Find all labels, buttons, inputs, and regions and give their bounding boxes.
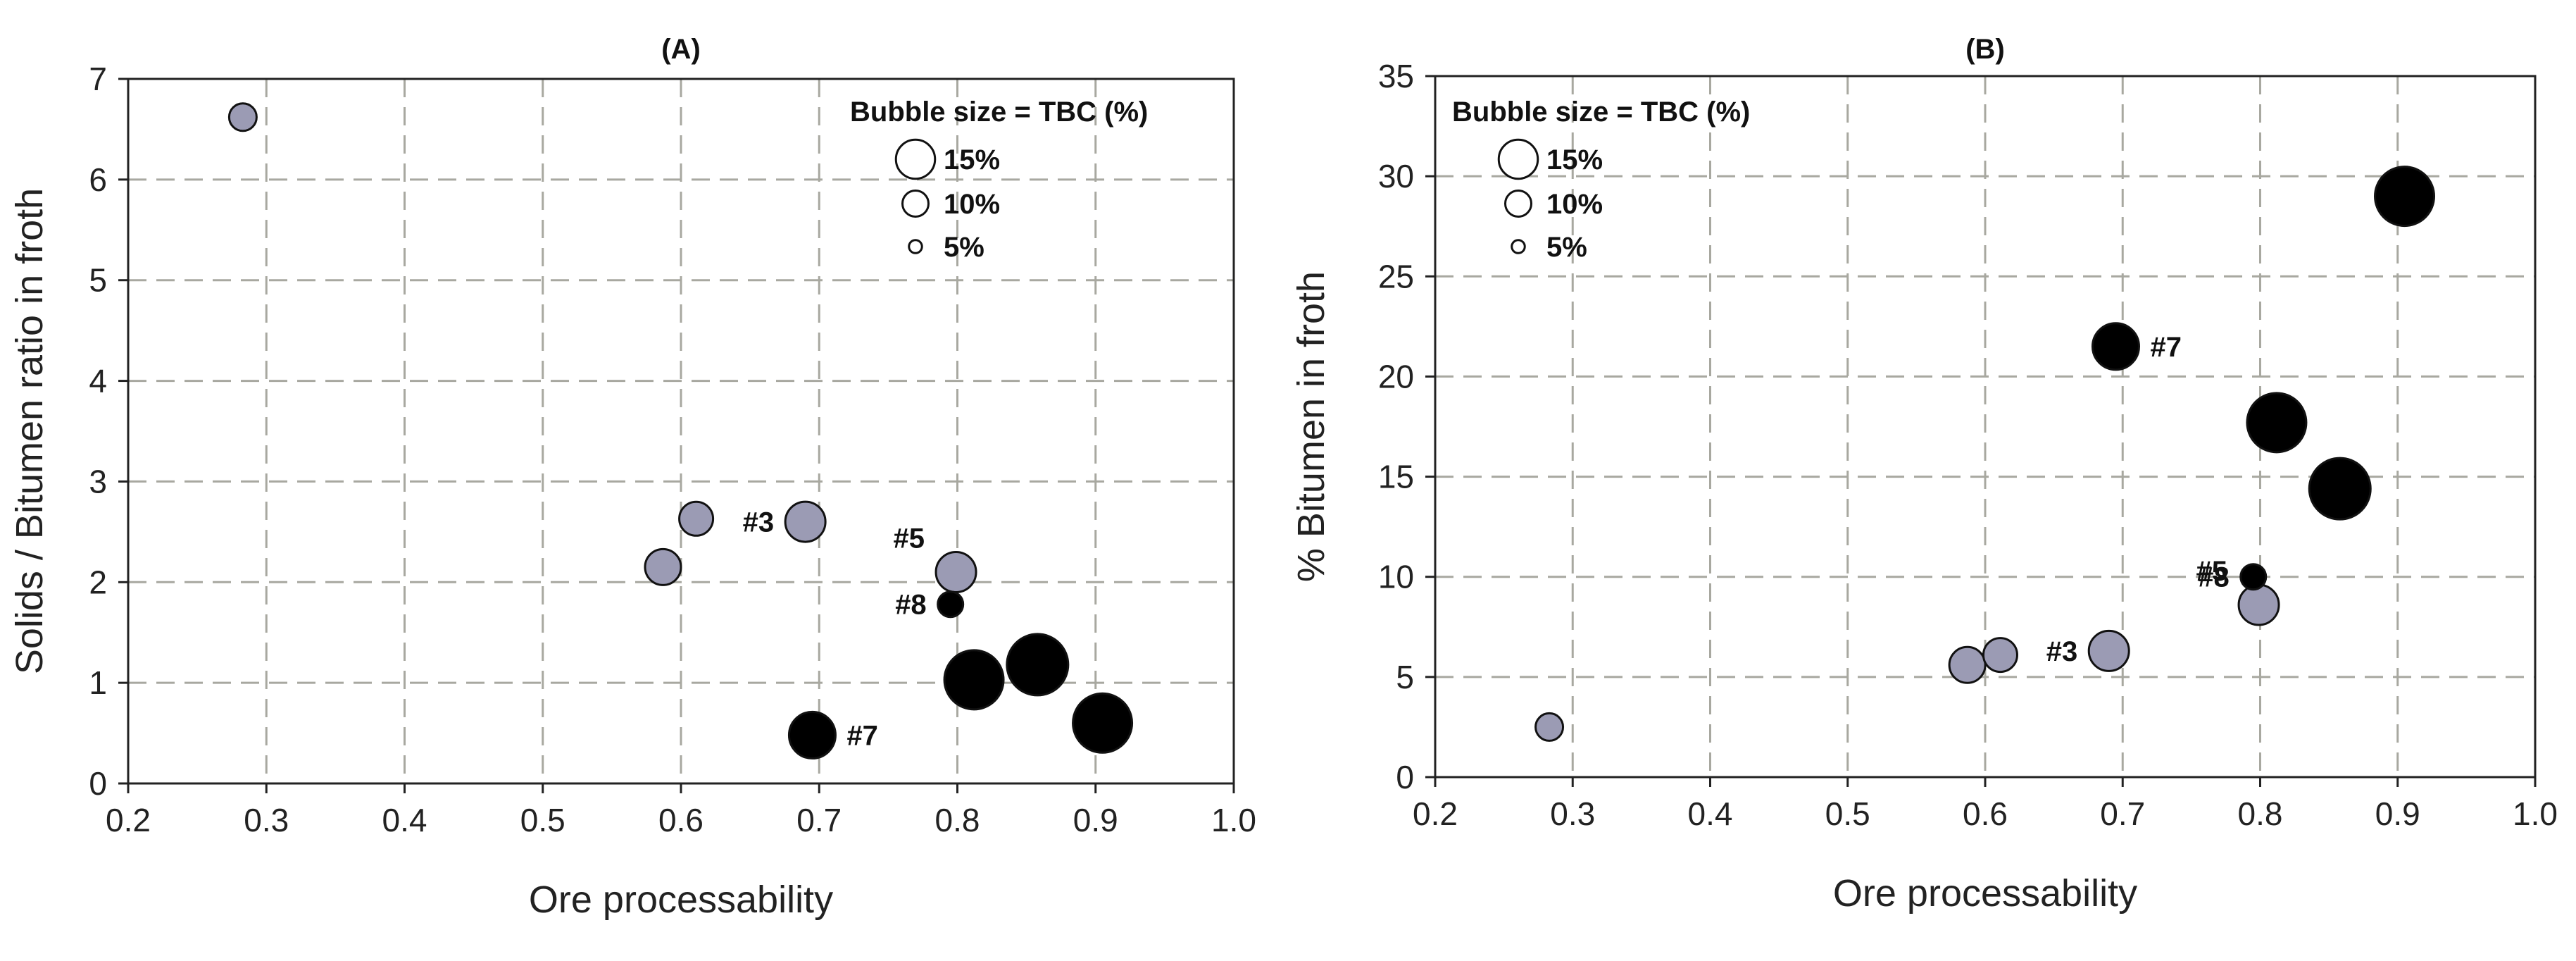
x-tick-label: 0.8 [935, 802, 980, 838]
x-axis-ticks: 0.2 0.3 0.4 0.5 0.6 0.7 0.8 0.9 1.0 [1413, 777, 2558, 832]
y-tick-label: 5 [89, 262, 107, 299]
bubble-size-legend: Bubble size = TBC (%) 15% 10% 5% [1452, 97, 1750, 263]
y-axis-ticks: 0 5 10 15 20 25 30 35 [1378, 58, 1435, 795]
y-axis-title: Solids / Bitumen ratio in froth [8, 188, 51, 674]
point-label: #3 [2046, 636, 2078, 667]
chart-panel-a: 0.2 0.3 0.4 0.5 0.6 0.7 0.8 0.9 1.0 0 1 2 3 4 5 6 7 Ore p… [8, 34, 1256, 921]
point-label: #8 [2198, 562, 2230, 593]
data-point [937, 590, 965, 619]
point-label: #8 [895, 590, 927, 621]
x-tick-label: 0.2 [106, 802, 151, 838]
x-tick-label: 0.3 [244, 802, 289, 838]
x-tick-label: 0.5 [520, 802, 565, 838]
data-point [227, 102, 258, 132]
x-tick-label: 0.5 [1825, 795, 1870, 832]
x-axis-title: Ore processability [529, 879, 833, 921]
x-tick-label: 0.4 [382, 802, 427, 838]
x-tick-label: 0.8 [2238, 795, 2283, 832]
x-tick-label: 0.9 [2375, 795, 2420, 832]
y-tick-label: 35 [1378, 58, 1414, 94]
data-point [2087, 629, 2130, 672]
point-label: #7 [846, 720, 878, 751]
chart-panel-b: 0.2 0.3 0.4 0.5 0.6 0.7 0.8 0.9 1.0 0 5 10 15 20 25 30 3… [1290, 34, 2558, 914]
legend-bubble [1511, 239, 1526, 254]
y-tick-label: 0 [89, 765, 107, 802]
y-tick-label: 3 [89, 463, 107, 500]
data-point [644, 547, 682, 586]
legend-bubble [1504, 190, 1532, 218]
data-points: #3 #5 #8 #7 [227, 102, 1134, 760]
data-point [943, 649, 1005, 711]
x-tick-label: 0.3 [1550, 795, 1595, 832]
x-tick-label: 0.7 [796, 802, 842, 838]
data-point [1006, 633, 1070, 697]
panel-title: (B) [1965, 34, 2005, 65]
y-tick-label: 0 [1396, 759, 1414, 795]
legend-title: Bubble size = TBC (%) [850, 97, 1148, 128]
legend-label: 10% [1546, 189, 1603, 220]
x-tick-label: 0.9 [1073, 802, 1118, 838]
y-tick-label: 25 [1378, 258, 1414, 294]
y-tick-label: 5 [1396, 659, 1414, 695]
data-point [1982, 637, 2018, 674]
x-tick-label: 0.4 [1688, 795, 1733, 832]
y-tick-label: 10 [1378, 559, 1414, 595]
data-points: #3 #5#8 #7 [1534, 166, 2436, 742]
data-point [784, 500, 827, 543]
bubble-size-legend: Bubble size = TBC (%) 15% 10% 5% [850, 97, 1148, 263]
y-axis-ticks: 0 1 2 3 4 5 6 7 [89, 61, 128, 802]
legend-label: 15% [1546, 144, 1603, 175]
legend-bubble [908, 239, 923, 254]
data-point [678, 500, 715, 537]
y-tick-label: 1 [89, 664, 107, 701]
data-point [787, 710, 837, 760]
legend-title: Bubble size = TBC (%) [1452, 97, 1750, 128]
x-axis-title: Ore processability [1833, 872, 2137, 914]
y-tick-label: 6 [89, 161, 107, 198]
y-axis-title: % Bitumen in froth [1290, 271, 1332, 582]
data-point [2374, 166, 2436, 228]
x-tick-label: 1.0 [1211, 802, 1256, 838]
y-tick-label: 4 [89, 363, 107, 399]
gridlines [128, 79, 1234, 783]
point-label: #3 [743, 507, 775, 538]
data-point [2246, 392, 2308, 454]
data-point [2308, 457, 2372, 521]
legend-label: 5% [1546, 232, 1587, 263]
legend-label: 15% [944, 144, 1000, 175]
point-label: #5 [2196, 556, 2228, 587]
y-tick-label: 15 [1378, 459, 1414, 495]
x-axis-ticks: 0.2 0.3 0.4 0.5 0.6 0.7 0.8 0.9 1.0 [106, 783, 1256, 838]
x-tick-label: 0.2 [1413, 795, 1458, 832]
point-label: #7 [2150, 332, 2182, 363]
y-tick-label: 7 [89, 61, 107, 97]
legend-label: 5% [944, 232, 984, 263]
point-label: #5 [894, 523, 925, 554]
data-point [2239, 563, 2268, 591]
y-tick-label: 20 [1378, 358, 1414, 395]
legend-label: 10% [944, 189, 1000, 220]
x-tick-label: 0.7 [2100, 795, 2145, 832]
y-tick-label: 30 [1378, 158, 1414, 194]
y-tick-label: 2 [89, 564, 107, 600]
legend-bubble [901, 190, 930, 218]
data-point [1534, 712, 1565, 742]
x-tick-label: 1.0 [2513, 795, 2558, 832]
data-point [1072, 692, 1134, 754]
data-point [2091, 322, 2140, 371]
legend-bubble [1497, 138, 1539, 180]
panel-title: (A) [661, 34, 701, 65]
x-tick-label: 0.6 [1963, 795, 2008, 832]
data-point [2237, 583, 2280, 626]
legend-bubble [894, 138, 937, 180]
data-point [1948, 645, 1987, 684]
gridlines [1435, 76, 2535, 777]
x-tick-label: 0.6 [658, 802, 704, 838]
data-point [934, 551, 977, 593]
